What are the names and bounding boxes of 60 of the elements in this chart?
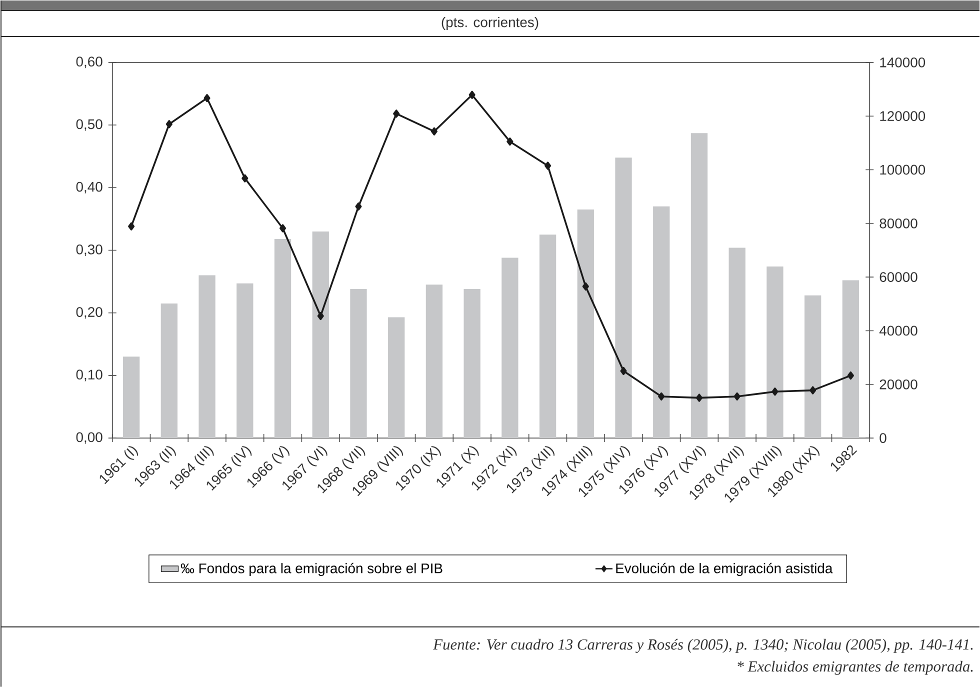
point: [696, 394, 703, 402]
source-note: Fuente: Ver cuadro 13 Carreras y Rosés (2005), p. 1340; Nicolau (2005), pp. 140-141.: [433, 638, 973, 653]
y-tick-label: 0,00: [76, 432, 102, 444]
y-tick-label: 0,50: [76, 119, 102, 131]
bar: [236, 283, 254, 438]
point: [317, 312, 324, 320]
y2-tick-label: 80000: [880, 218, 918, 228]
y2-tick-label: 0: [880, 432, 886, 443]
point: [393, 109, 400, 118]
bar: [274, 238, 292, 438]
point: [620, 366, 627, 375]
bar: [539, 234, 556, 438]
legend-label: ‰ Fondos para la emigración sobre el PIB: [180, 562, 442, 576]
bar: [426, 284, 443, 438]
point: [734, 392, 740, 400]
bar: [464, 288, 480, 438]
bar: [766, 266, 784, 438]
bar: [122, 356, 140, 438]
point: [128, 222, 135, 230]
point: [166, 120, 172, 128]
legend-label: Evolución de la emigración asistida: [616, 562, 833, 576]
point: [810, 386, 816, 394]
bar: [690, 133, 708, 438]
y-tick-label: 0,30: [76, 244, 102, 256]
bar: [160, 303, 178, 438]
point: [279, 224, 286, 232]
bar: [312, 231, 329, 438]
point: [506, 137, 514, 146]
point: [658, 392, 665, 400]
point: [355, 202, 362, 210]
bar: [842, 280, 860, 438]
bar: [577, 209, 594, 438]
bar: [728, 248, 746, 438]
y-tick-label: 0,60: [76, 56, 102, 68]
y2-tick-label: 100000: [880, 164, 926, 175]
point: [468, 90, 476, 99]
y2-tick-label: 20000: [880, 379, 918, 390]
bar: [653, 206, 670, 438]
point: [430, 127, 438, 136]
bar: [502, 258, 518, 438]
point: [544, 162, 552, 170]
bar: [804, 295, 822, 438]
y2-tick-label: 40000: [879, 326, 918, 336]
point: [847, 371, 854, 380]
y-tick-label: 0,20: [76, 306, 102, 318]
chart-subtitle: (pts. corrientes): [442, 16, 538, 30]
y-tick-label: 0,40: [76, 182, 102, 194]
point: [772, 387, 778, 396]
y-tick-label: 0,10: [76, 370, 102, 382]
y2-tick-label: 140000: [880, 57, 926, 68]
bar: [198, 275, 216, 438]
point: [204, 94, 210, 102]
point: [582, 282, 589, 290]
y2-tick-label: 120000: [880, 111, 926, 121]
point: [242, 174, 248, 182]
bar: [388, 317, 405, 438]
bar: [350, 288, 367, 438]
bar: [615, 157, 632, 438]
y2-tick-label: 60000: [880, 272, 918, 282]
text: * Excluidos emigrantes de temporada.: [738, 660, 973, 675]
